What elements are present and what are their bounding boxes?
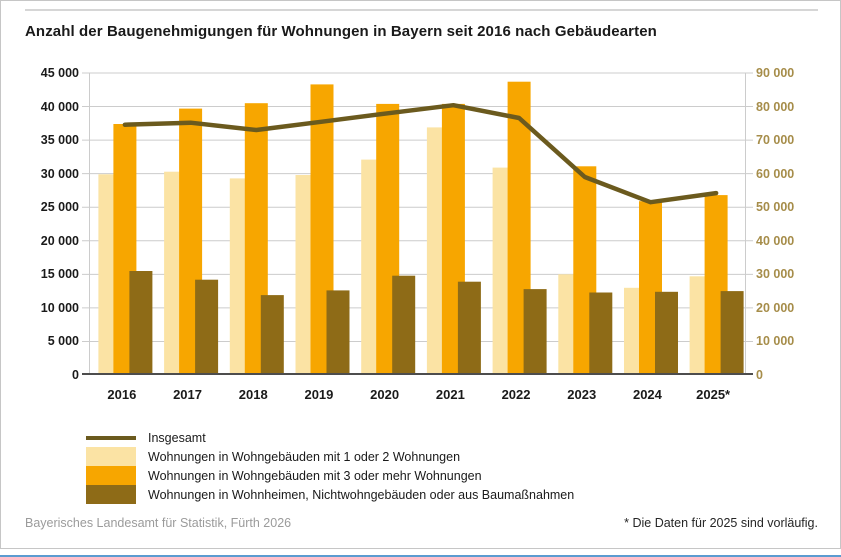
bar-series2-2019	[326, 290, 350, 375]
legend-box-swatch-dark	[86, 485, 136, 504]
left-axis-tick-label: 25 000	[40, 200, 79, 215]
bar-series2-2023	[589, 292, 613, 375]
left-axis-tick-label: 15 000	[40, 267, 79, 282]
x-axis-year-label: 2025*	[696, 387, 731, 402]
preliminary-data-note: * Die Daten für 2025 sind vorläufig.	[624, 516, 818, 530]
legend-label: Insgesamt	[148, 430, 206, 445]
right-axis-tick-label: 80 000	[756, 99, 795, 114]
total-line	[122, 102, 719, 205]
bar-series2-2025*	[720, 291, 744, 375]
right-axis-tick-label: 0	[756, 368, 763, 382]
bar-series2-2017	[195, 279, 219, 375]
header-rule	[25, 9, 818, 11]
source-text: Bayerisches Landesamt für Statistik, Für…	[25, 516, 292, 530]
x-axis-year-label: 2017	[173, 387, 202, 402]
legend-item-wohnheime: Wohnungen in Wohnheimen, Nichtwohngebäud…	[86, 485, 574, 504]
bar-series2-2024	[655, 291, 678, 375]
right-axis-tick-label: 50 000	[756, 200, 795, 215]
x-axis-year-label: 2024	[632, 387, 662, 402]
legend-label: Wohnungen in Wohnheimen, Nichtwohngebäud…	[148, 487, 575, 502]
x-axis-year-label: 2020	[370, 387, 400, 402]
legend-label: Wohnungen in Wohngebäuden mit 1 oder 2 W…	[148, 449, 461, 464]
legend-item-1-2-wohnungen: Wohnungen in Wohngebäuden mit 1 oder 2 W…	[86, 447, 574, 466]
left-axis-tick-label: 0	[72, 368, 79, 382]
right-axis-tick-label: 30 000	[756, 267, 795, 282]
left-axis-tick-label: 45 000	[40, 66, 79, 80]
right-axis-tick-label: 90 000	[756, 66, 795, 80]
legend-item-insgesamt: Insgesamt	[86, 428, 574, 447]
legend-item-3-mehr-wohnungen: Wohnungen in Wohngebäuden mit 3 oder meh…	[86, 466, 574, 485]
right-axis-tick-label: 70 000	[756, 133, 795, 148]
x-axis-year-label: 2023	[567, 387, 597, 402]
x-axis-year-label: 2021	[435, 387, 465, 402]
bar-series2-2021	[457, 281, 481, 375]
right-axis-tick-label: 40 000	[756, 233, 795, 248]
legend-line-swatch	[86, 435, 136, 440]
window-bottom-edge	[0, 555, 841, 557]
bar-series2-2018	[260, 295, 284, 375]
right-axis-tick-label: 10 000	[756, 334, 795, 349]
right-axis-tick-label: 20 000	[756, 300, 795, 315]
chart-area: 0 5 000 10 000 15 000 20 000 25 000 30 000 35 0…	[1, 1, 840, 548]
chart-title: Anzahl der Baugenehmigungen für Wohnunge…	[25, 23, 657, 40]
bar-series2-2016	[129, 271, 153, 375]
left-axis-tick-label: 40 000	[40, 99, 79, 114]
left-axis-tick-label: 10 000	[40, 300, 79, 315]
left-axis-tick-label: 5 000	[47, 334, 79, 349]
left-axis-tick-label: 30 000	[40, 166, 79, 181]
plot-canvas	[82, 72, 753, 376]
legend-box-swatch-orange	[86, 466, 136, 485]
bar-series2-2022	[523, 289, 547, 375]
legend-label: Wohnungen in Wohngebäuden mit 3 oder meh…	[148, 468, 482, 483]
x-axis-year-label: 2016	[107, 387, 137, 402]
bar-series2-2020	[392, 275, 416, 375]
legend: Insgesamt Wohnungen in Wohngebäuden mit …	[86, 428, 574, 504]
left-axis-tick-label: 35 000	[40, 133, 79, 148]
x-axis-year-label: 2019	[304, 387, 334, 402]
right-axis-tick-label: 60 000	[756, 166, 795, 181]
left-axis-tick-label: 20 000	[40, 233, 79, 248]
legend-box-swatch-light	[86, 447, 136, 466]
x-axis-year-label: 2022	[501, 387, 531, 402]
x-axis-year-label: 2018	[238, 387, 268, 402]
